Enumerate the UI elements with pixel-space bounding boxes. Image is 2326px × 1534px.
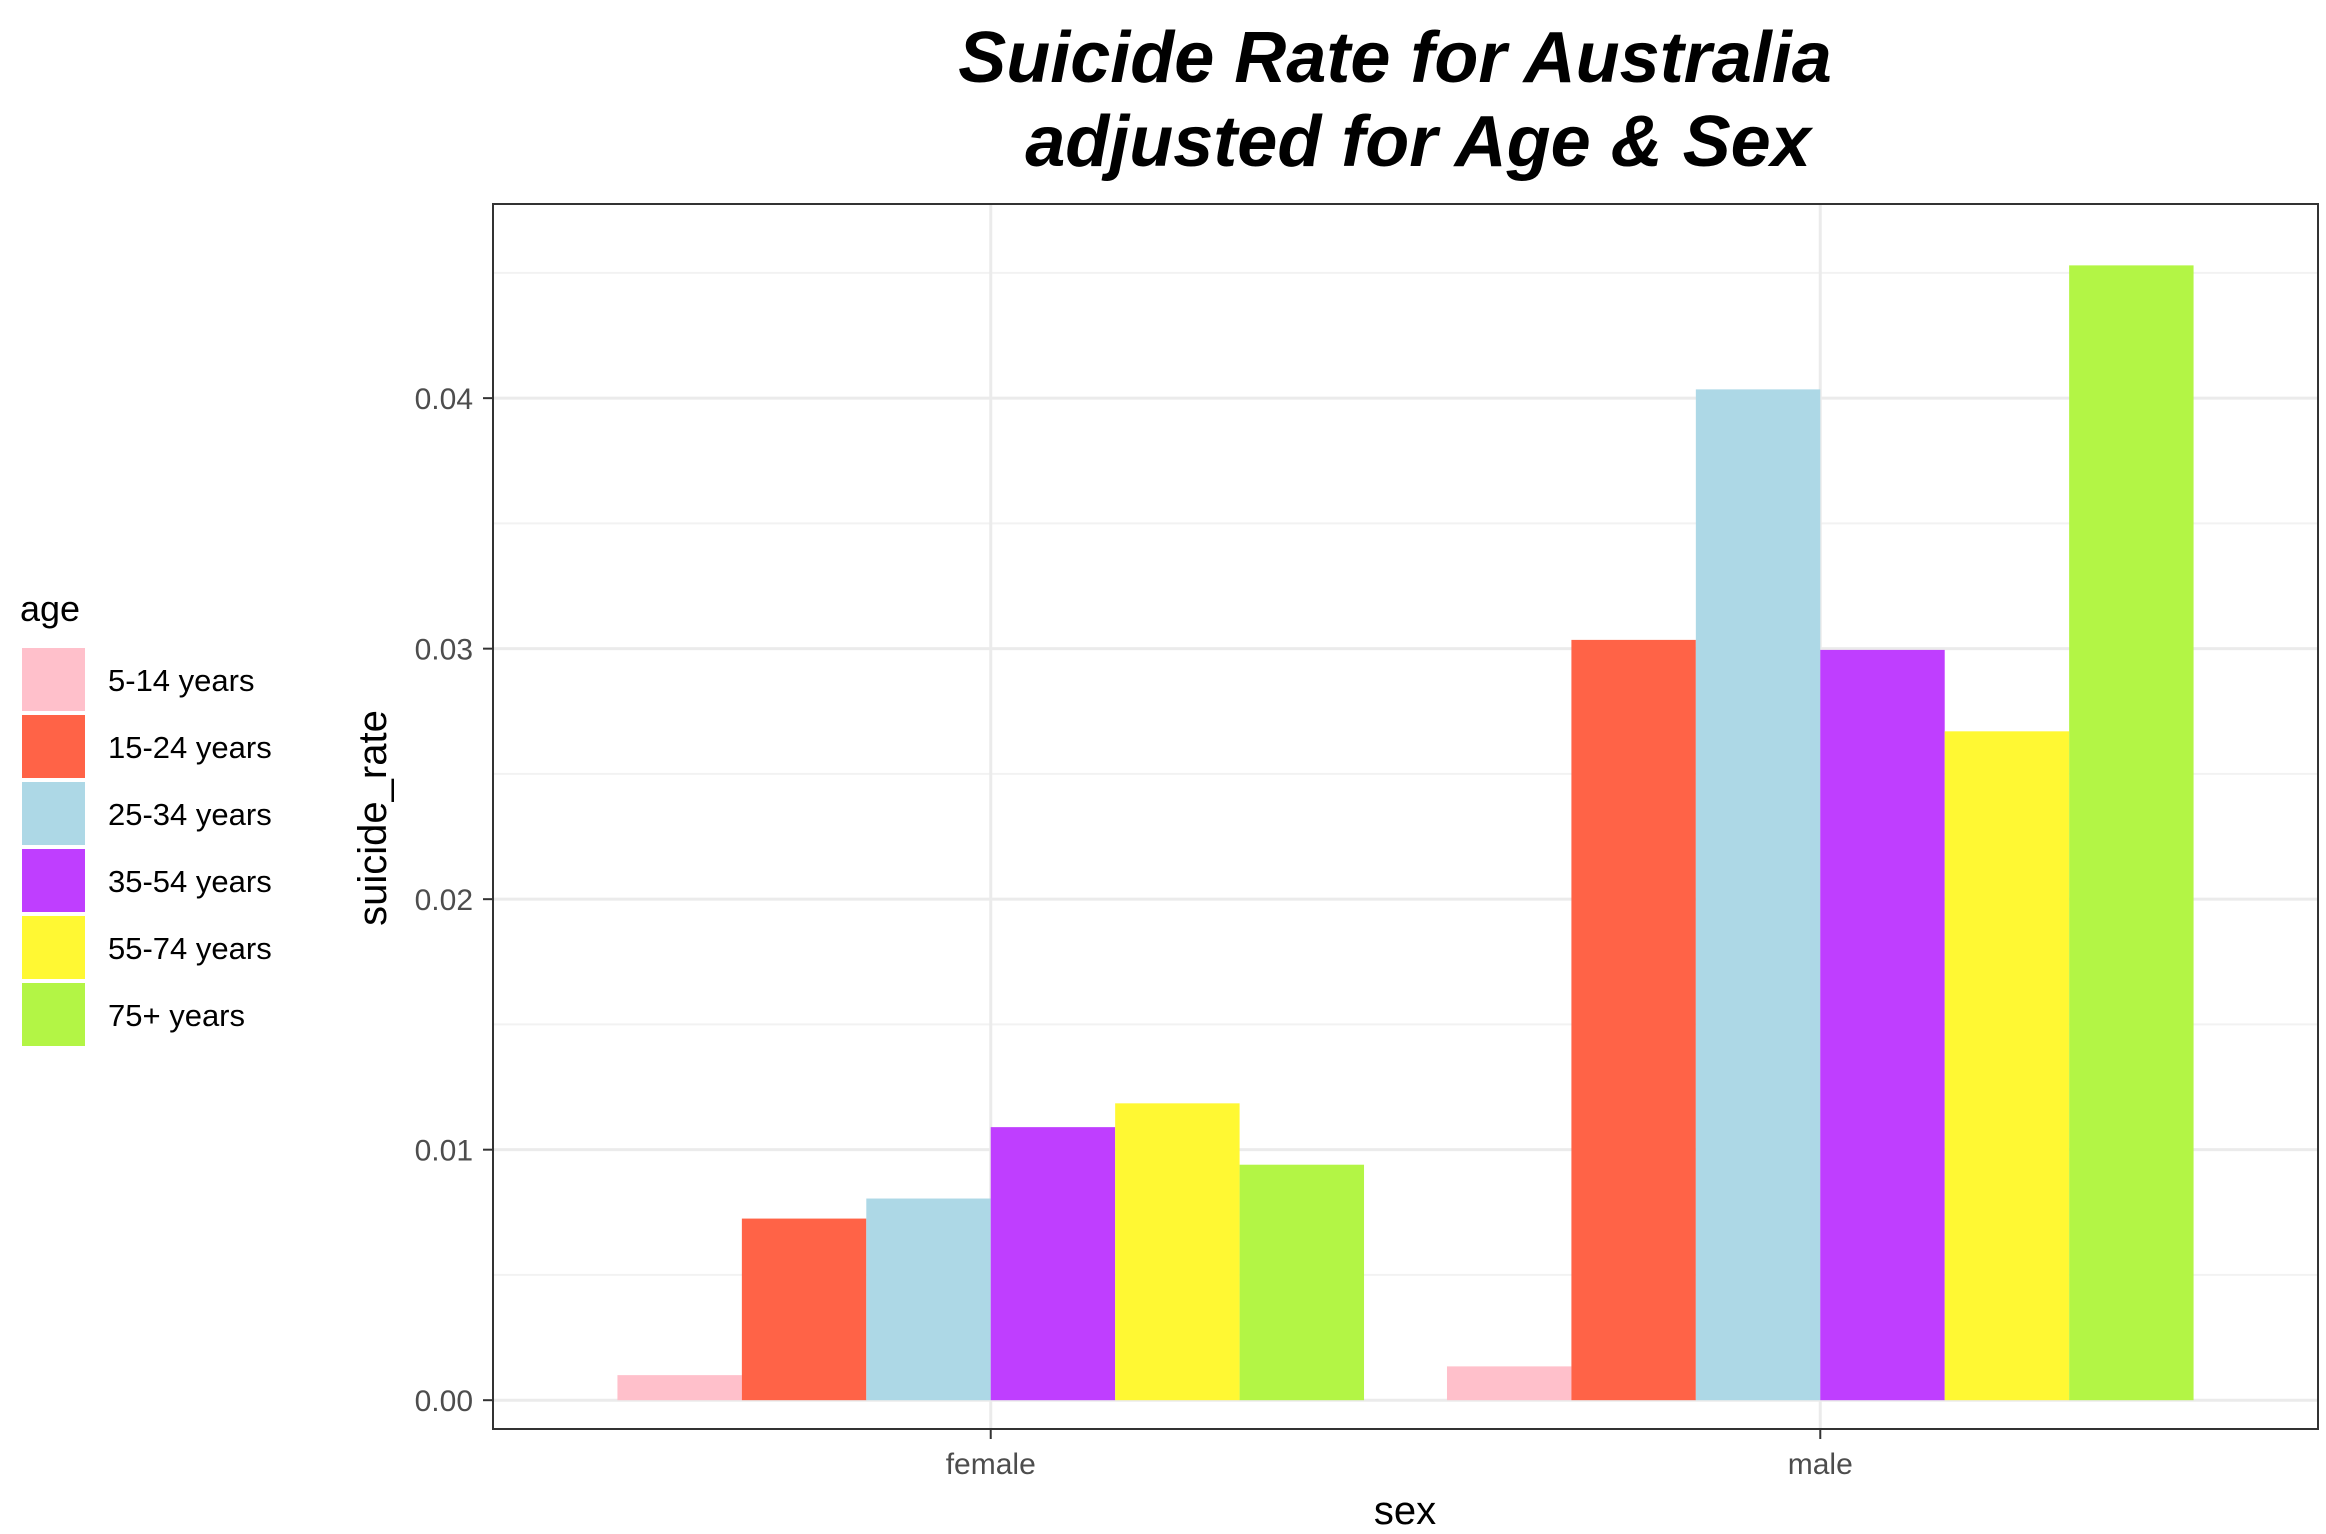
legend-key xyxy=(22,648,85,711)
y-tick-label: 0.01 xyxy=(415,1135,473,1168)
legend-title: age xyxy=(20,588,80,629)
y-tick-label: 0.00 xyxy=(415,1385,473,1418)
bar-female-series-0 xyxy=(617,1375,742,1401)
legend-label: 55-74 years xyxy=(108,931,272,966)
bar-male-series-4 xyxy=(1944,731,2070,1401)
bar-female-series-4 xyxy=(1115,1103,1240,1401)
legend-key xyxy=(22,715,85,778)
bar-female-series-2 xyxy=(866,1198,991,1401)
legend-label: 25-34 years xyxy=(108,797,272,832)
bar-male-series-5 xyxy=(2069,265,2194,1401)
x-axis-title: sex xyxy=(1374,1489,1436,1533)
legend-label: 5-14 years xyxy=(108,663,254,698)
y-tick-label: 0.02 xyxy=(415,884,473,917)
legend-key xyxy=(22,983,85,1046)
legend-key xyxy=(22,849,85,912)
plot-area: 0.00 0.01 0.02 0.03 0.04 female male xyxy=(415,203,2319,1481)
legend: age 5-14 years 15-24 years 25-34 years 35-5… xyxy=(20,588,272,1046)
bar-male-series-0 xyxy=(1446,1366,1572,1401)
bar-female-series-3 xyxy=(990,1127,1116,1401)
bar-male-series-3 xyxy=(1820,649,1945,1401)
legend-label: 75+ years xyxy=(108,998,245,1033)
y-tick-label: 0.03 xyxy=(415,634,473,667)
bar-male-series-1 xyxy=(1571,639,1696,1401)
legend-label: 35-54 years xyxy=(108,864,272,899)
chart-title-line-1: Suicide Rate for Australia xyxy=(958,18,1832,98)
legend-label: 15-24 years xyxy=(108,730,272,765)
panel-border xyxy=(492,203,2319,1430)
bar-female-series-1 xyxy=(741,1218,867,1401)
bar-female-series-5 xyxy=(1239,1164,1365,1401)
x-tick-label: male xyxy=(1788,1448,1853,1481)
x-tick-label: female xyxy=(946,1448,1036,1481)
bar-male-series-2 xyxy=(1695,389,1821,1401)
y-axis-title: suicide_rate xyxy=(351,710,395,926)
chart-title-line-2: adjusted for Age & Sex xyxy=(1025,102,1813,182)
legend-key xyxy=(22,916,85,979)
legend-key xyxy=(22,782,85,845)
y-tick-label: 0.04 xyxy=(415,383,473,416)
